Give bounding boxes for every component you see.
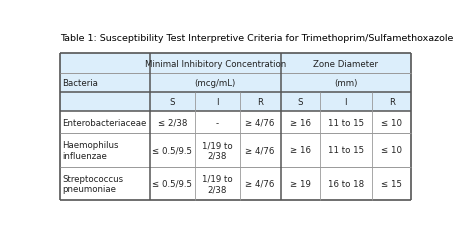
Text: Bacteria: Bacteria xyxy=(62,79,98,88)
Bar xyxy=(319,167,371,200)
Bar xyxy=(239,167,280,200)
Text: Zone Diameter: Zone Diameter xyxy=(313,59,378,68)
Text: ≥ 4/76: ≥ 4/76 xyxy=(245,118,274,127)
Bar xyxy=(319,93,371,112)
Bar xyxy=(150,54,280,74)
Bar xyxy=(60,93,150,112)
Bar xyxy=(150,112,195,134)
Text: ≥ 4/76: ≥ 4/76 xyxy=(245,179,274,188)
Text: 1/19 to
2/38: 1/19 to 2/38 xyxy=(202,140,232,160)
Bar xyxy=(280,93,319,112)
Bar xyxy=(280,74,410,93)
Bar xyxy=(371,112,410,134)
Bar xyxy=(150,74,280,93)
Bar xyxy=(239,134,280,167)
Text: R: R xyxy=(257,98,263,107)
Bar xyxy=(60,74,150,93)
Text: (mcg/mL): (mcg/mL) xyxy=(194,79,235,88)
Bar xyxy=(195,112,239,134)
Bar xyxy=(195,93,239,112)
Bar xyxy=(280,167,319,200)
Bar xyxy=(280,54,410,74)
Bar xyxy=(195,167,239,200)
Bar xyxy=(60,54,150,74)
Bar xyxy=(319,134,371,167)
Bar xyxy=(195,134,239,167)
Bar xyxy=(239,112,280,134)
Text: Table 1: Susceptibility Test Interpretive Criteria for Trimethoprim/Sulfamethoxa: Table 1: Susceptibility Test Interpretiv… xyxy=(60,34,453,43)
Bar xyxy=(280,112,319,134)
Bar xyxy=(60,167,150,200)
Text: R: R xyxy=(388,98,394,107)
Text: Minimal Inhibitory Concentration: Minimal Inhibitory Concentration xyxy=(144,59,285,68)
Text: 11 to 15: 11 to 15 xyxy=(327,146,363,155)
Bar xyxy=(371,93,410,112)
Text: ≤ 0.5/9.5: ≤ 0.5/9.5 xyxy=(152,179,192,188)
Text: ≤ 2/38: ≤ 2/38 xyxy=(157,118,187,127)
Bar xyxy=(150,134,195,167)
Text: 16 to 18: 16 to 18 xyxy=(327,179,363,188)
Text: ≥ 4/76: ≥ 4/76 xyxy=(245,146,274,155)
Bar xyxy=(150,167,195,200)
Bar xyxy=(371,134,410,167)
Text: ≥ 19: ≥ 19 xyxy=(289,179,310,188)
Text: Haemophilus
influenzae: Haemophilus influenzae xyxy=(62,140,119,160)
Text: Streptococcus
pneumoniae: Streptococcus pneumoniae xyxy=(62,174,123,193)
Text: S: S xyxy=(297,98,302,107)
Text: ≥ 16: ≥ 16 xyxy=(289,118,310,127)
Bar xyxy=(280,134,319,167)
Text: 1/19 to
2/38: 1/19 to 2/38 xyxy=(202,174,232,193)
Bar xyxy=(319,112,371,134)
Text: I: I xyxy=(216,98,218,107)
Text: (mm): (mm) xyxy=(333,79,357,88)
Text: ≤ 15: ≤ 15 xyxy=(381,179,401,188)
Bar xyxy=(371,167,410,200)
Bar xyxy=(60,134,150,167)
Text: 11 to 15: 11 to 15 xyxy=(327,118,363,127)
Bar xyxy=(150,93,195,112)
Text: ≥ 16: ≥ 16 xyxy=(289,146,310,155)
Text: I: I xyxy=(344,98,347,107)
Bar xyxy=(239,93,280,112)
Text: ≤ 0.5/9.5: ≤ 0.5/9.5 xyxy=(152,146,192,155)
Text: Enterobacteriaceae: Enterobacteriaceae xyxy=(62,118,146,127)
Text: -: - xyxy=(215,118,218,127)
Text: ≤ 10: ≤ 10 xyxy=(381,146,401,155)
Text: ≤ 10: ≤ 10 xyxy=(381,118,401,127)
Text: S: S xyxy=(169,98,175,107)
Bar xyxy=(60,112,150,134)
